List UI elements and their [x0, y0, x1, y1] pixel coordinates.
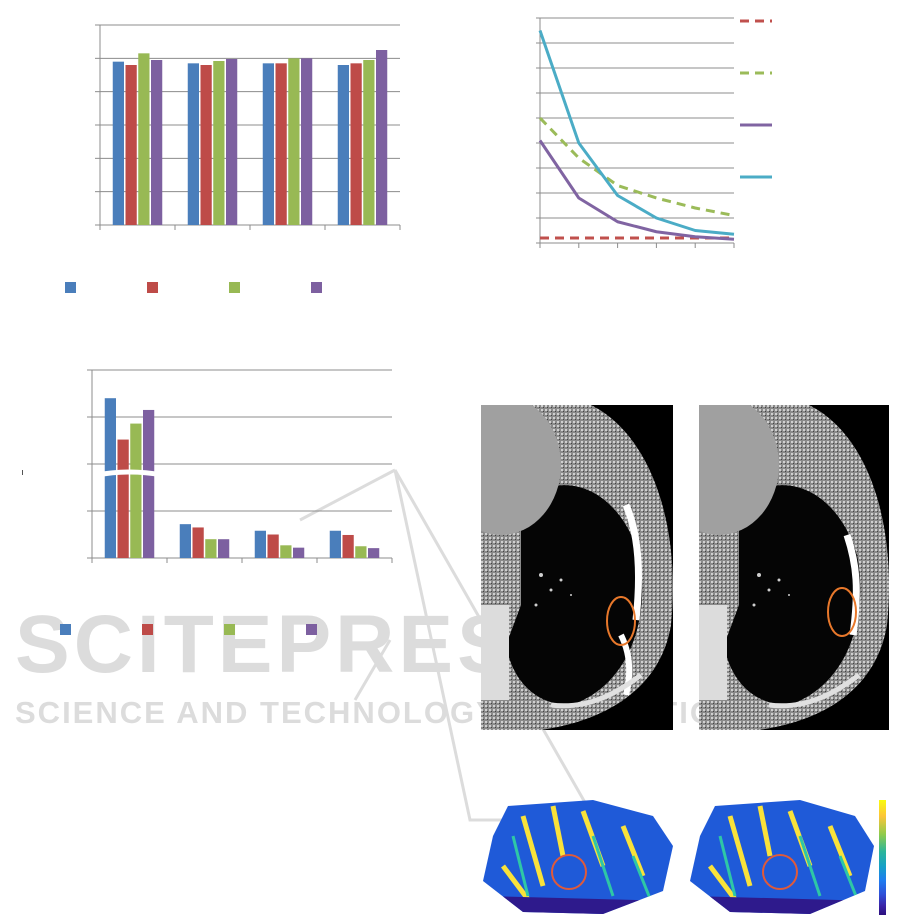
legend-swatch — [229, 282, 240, 293]
colorbar — [879, 800, 886, 915]
legend-swatch — [224, 624, 235, 635]
bar — [342, 534, 354, 558]
bar — [138, 53, 150, 226]
bar — [288, 58, 300, 226]
series-line — [538, 30, 735, 236]
bar — [355, 546, 367, 558]
bar — [301, 58, 313, 226]
bar — [293, 547, 305, 558]
bar — [213, 61, 225, 225]
ct-image-left — [481, 405, 673, 730]
bar — [205, 539, 217, 558]
heatmap-right — [690, 800, 874, 914]
heatmap-annotation-circle — [551, 854, 587, 890]
bar — [254, 530, 266, 558]
ct-annotation-ellipse — [827, 587, 857, 637]
bar — [179, 524, 191, 558]
bar — [350, 63, 362, 226]
line-chart — [536, 17, 772, 248]
bar — [187, 63, 199, 226]
bar — [112, 61, 124, 225]
watermark-title: SCITEPRESS — [15, 599, 574, 690]
bar — [329, 530, 341, 558]
heatmap-annotation-circle — [762, 854, 798, 890]
legend-bottom-chart — [60, 624, 340, 636]
series-line — [538, 116, 735, 217]
bar-chart-bottom — [87, 369, 393, 563]
bar — [125, 65, 137, 225]
legend-swatch — [60, 624, 71, 635]
legend-top-chart — [65, 282, 345, 294]
ct-image-right — [699, 405, 889, 730]
legend-swatch — [306, 624, 317, 635]
bar — [368, 548, 380, 558]
bar — [200, 65, 212, 225]
bar-chart-top — [95, 24, 401, 230]
bar — [262, 63, 274, 226]
bar — [363, 60, 375, 225]
bar — [143, 409, 155, 558]
bar — [117, 439, 129, 558]
bar — [104, 398, 116, 558]
axis-break-mark — [96, 469, 163, 478]
legend-swatch — [311, 282, 322, 293]
bar — [267, 534, 279, 558]
bar — [130, 423, 142, 558]
heatmap-left — [483, 800, 673, 914]
bar — [218, 539, 230, 558]
legend-swatch — [142, 624, 153, 635]
bar — [226, 59, 238, 225]
legend-swatch — [65, 282, 76, 293]
bar — [337, 65, 349, 225]
bar — [275, 63, 287, 226]
legend-swatch — [147, 282, 158, 293]
ct-scan-graphic — [481, 405, 673, 730]
bar — [192, 527, 204, 558]
ct-annotation-ellipse — [606, 596, 636, 646]
bar — [280, 545, 292, 558]
ct-scan-graphic — [699, 405, 889, 730]
series-line — [538, 139, 735, 241]
axis-tick-mark — [22, 470, 23, 475]
bar — [151, 60, 163, 225]
bar — [376, 50, 388, 225]
